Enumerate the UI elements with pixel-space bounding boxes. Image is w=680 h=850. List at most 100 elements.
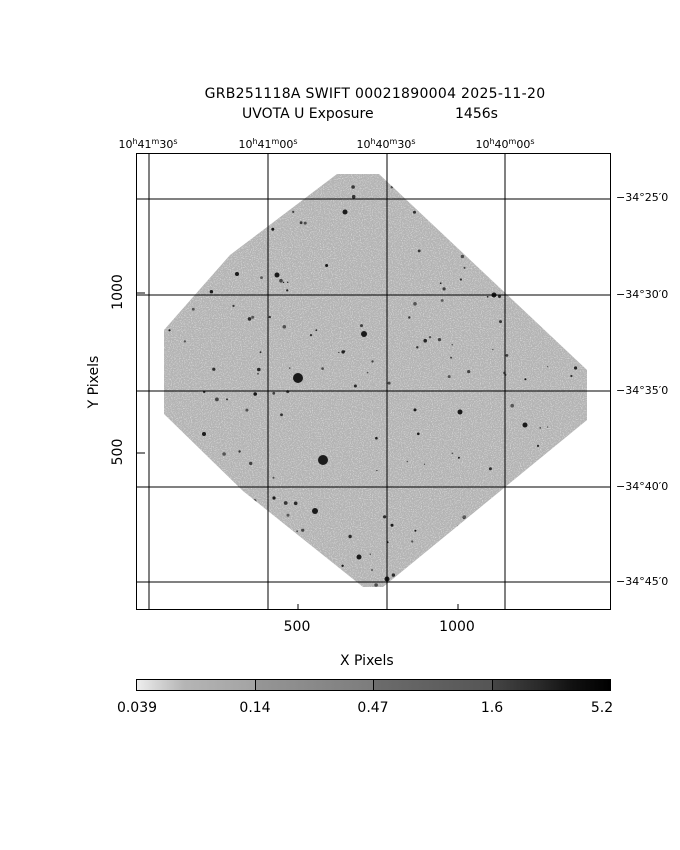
star bbox=[500, 504, 503, 507]
star bbox=[437, 338, 442, 342]
star bbox=[383, 515, 387, 519]
star bbox=[486, 296, 489, 298]
star bbox=[580, 573, 585, 577]
star bbox=[271, 227, 275, 231]
star bbox=[342, 209, 348, 215]
star bbox=[288, 367, 291, 369]
star bbox=[460, 254, 465, 259]
star bbox=[253, 392, 257, 396]
x-tick-label: 1000 bbox=[439, 619, 475, 635]
colorbar-tick bbox=[492, 679, 493, 691]
star bbox=[568, 223, 572, 227]
star bbox=[578, 441, 582, 445]
star bbox=[387, 381, 391, 385]
star bbox=[202, 432, 206, 436]
star bbox=[447, 558, 450, 561]
y-tick-label: 500 bbox=[110, 438, 126, 466]
star bbox=[499, 252, 502, 256]
star bbox=[235, 272, 239, 276]
star bbox=[341, 564, 344, 567]
star bbox=[510, 403, 514, 408]
star bbox=[309, 334, 313, 337]
star bbox=[253, 499, 257, 503]
star bbox=[222, 452, 226, 456]
exposure-label: 1456s bbox=[455, 106, 498, 122]
star bbox=[257, 372, 259, 375]
colorbar-label: 0.47 bbox=[357, 700, 389, 716]
star bbox=[281, 201, 284, 204]
dec-tick-label: −34°30′0 bbox=[616, 288, 669, 301]
star bbox=[467, 370, 471, 374]
dec-tick-label: −34°35′0 bbox=[616, 384, 669, 397]
star bbox=[351, 194, 356, 199]
star bbox=[542, 261, 546, 265]
star bbox=[280, 413, 283, 417]
star bbox=[489, 185, 492, 188]
star bbox=[451, 344, 453, 346]
star bbox=[202, 273, 205, 277]
star bbox=[238, 545, 240, 548]
ra-tick-label: 10h40m30s bbox=[356, 137, 416, 151]
star bbox=[196, 496, 200, 499]
ra-tick-label: 10h41m00s bbox=[238, 137, 298, 151]
star bbox=[321, 367, 324, 370]
star bbox=[284, 547, 288, 551]
star bbox=[206, 227, 209, 230]
colorbar-label: 1.6 bbox=[480, 700, 504, 716]
star bbox=[457, 456, 460, 459]
star bbox=[498, 295, 501, 298]
star bbox=[310, 175, 314, 179]
star bbox=[245, 408, 249, 412]
star bbox=[244, 190, 247, 193]
star bbox=[351, 185, 355, 189]
star bbox=[428, 336, 432, 339]
star bbox=[251, 315, 255, 319]
star bbox=[191, 307, 195, 311]
star bbox=[543, 477, 546, 481]
star bbox=[447, 544, 450, 547]
star bbox=[539, 427, 542, 429]
star bbox=[413, 210, 416, 214]
star bbox=[466, 583, 470, 587]
star bbox=[462, 515, 467, 519]
star bbox=[521, 267, 524, 269]
star bbox=[226, 398, 228, 401]
instrument-label: UVOTA U Exposure bbox=[242, 106, 374, 122]
star bbox=[287, 281, 289, 283]
star bbox=[390, 185, 394, 189]
star bbox=[215, 235, 220, 240]
ra-tick-label: 10h40m00s bbox=[475, 137, 535, 151]
star bbox=[176, 522, 179, 526]
star bbox=[274, 272, 280, 278]
exposure-image bbox=[137, 154, 610, 609]
star bbox=[296, 530, 298, 533]
star bbox=[293, 373, 303, 383]
star bbox=[558, 490, 563, 494]
star bbox=[440, 299, 444, 302]
star bbox=[247, 317, 252, 321]
star bbox=[282, 281, 285, 284]
star bbox=[283, 501, 288, 505]
star bbox=[547, 426, 549, 428]
star bbox=[195, 229, 198, 232]
star bbox=[450, 356, 453, 359]
star bbox=[272, 391, 276, 395]
star bbox=[457, 525, 459, 527]
star bbox=[374, 583, 378, 587]
star bbox=[548, 482, 550, 484]
star bbox=[497, 227, 500, 231]
star bbox=[235, 175, 240, 179]
ra-tick-label: 10h41m30s bbox=[118, 137, 178, 151]
star bbox=[293, 501, 298, 506]
star bbox=[259, 351, 262, 354]
star bbox=[417, 432, 420, 436]
star bbox=[406, 460, 408, 463]
star bbox=[205, 540, 209, 543]
star bbox=[447, 375, 451, 379]
star bbox=[371, 569, 373, 571]
star bbox=[303, 221, 307, 225]
star bbox=[518, 219, 522, 224]
star bbox=[569, 224, 573, 227]
x-tick-label: 500 bbox=[283, 619, 311, 635]
star bbox=[376, 469, 378, 472]
